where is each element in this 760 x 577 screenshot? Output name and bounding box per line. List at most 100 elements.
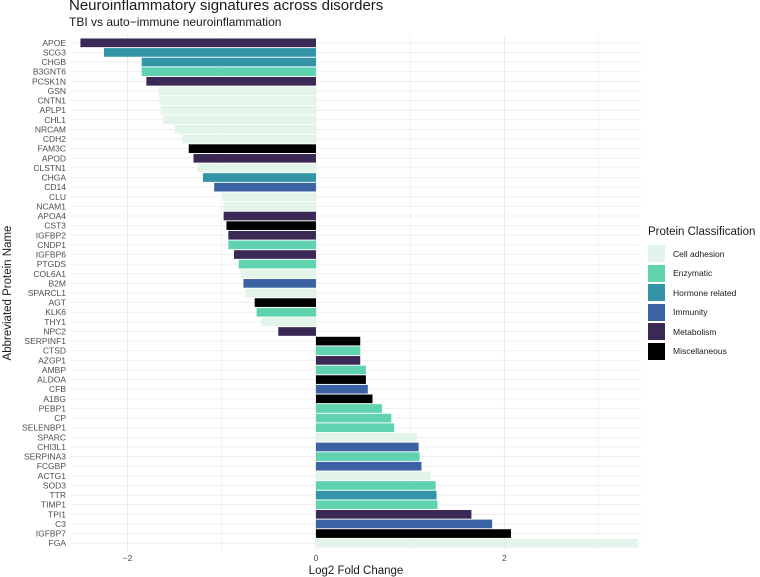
bar-ambp xyxy=(315,365,366,375)
category-label: AGT xyxy=(49,298,66,308)
category-labels: APOESCG3CHGBB3GNT6PCSK1NGSNCNTN1APLP1CHL… xyxy=(22,38,66,548)
category-label: APOE xyxy=(42,38,66,48)
category-label: CHGB xyxy=(41,57,66,67)
chart-subtitle: TBI vs auto−immune neuroinflammation xyxy=(69,15,282,29)
category-label: SCG3 xyxy=(43,47,66,57)
bar-cndp1 xyxy=(228,240,316,250)
legend-item: Hormone related xyxy=(648,283,755,303)
category-label: CNTN1 xyxy=(38,96,67,106)
category-label: SPARCL1 xyxy=(28,288,66,298)
category-label: KLK6 xyxy=(45,307,66,317)
category-label: IGFBP2 xyxy=(36,230,67,240)
category-label: SERPINA3 xyxy=(24,452,66,462)
bar-cp xyxy=(315,413,392,423)
bar-clstn1 xyxy=(197,163,316,173)
category-label: NRCAM xyxy=(35,124,66,134)
legend-swatch xyxy=(648,342,665,360)
legend-label: Hormone related xyxy=(673,287,737,298)
category-label: C3 xyxy=(55,519,66,529)
category-label: CLU xyxy=(49,192,66,202)
category-label: ACTG1 xyxy=(38,471,67,481)
legend: Protein Classification Cell adhesion Enzy… xyxy=(648,226,755,361)
category-label: CNDP1 xyxy=(37,240,66,250)
legend-item: Immunity xyxy=(648,303,755,323)
category-label: APOD xyxy=(42,153,66,163)
bar-b2m xyxy=(243,279,316,288)
bar-azgp1 xyxy=(315,356,361,365)
category-label: SELENBP1 xyxy=(22,423,66,433)
category-label: APOA4 xyxy=(38,211,67,221)
category-label: SERPINF1 xyxy=(24,336,66,346)
category-label: FAM3C xyxy=(38,144,66,154)
bar-pcsk1n xyxy=(146,76,316,86)
category-label: TIMP1 xyxy=(41,500,66,510)
chart-title: Neuroinflammatory signatures across diso… xyxy=(69,0,384,14)
bar-sparc xyxy=(315,433,417,442)
bar-cd14 xyxy=(214,182,316,192)
bar-fga xyxy=(315,538,639,548)
category-label: B3GNT6 xyxy=(33,67,66,77)
legend-label: Miscellaneous xyxy=(673,346,727,357)
bar-sparcl1 xyxy=(245,288,316,298)
category-label: CP xyxy=(54,413,66,423)
x-tick-label: 0 xyxy=(314,553,319,563)
bar-aplp1 xyxy=(160,105,316,115)
bar-ttr xyxy=(315,490,437,500)
bar-col6a1 xyxy=(240,269,316,279)
category-label: CLSTN1 xyxy=(33,163,66,173)
legend-swatch xyxy=(648,323,665,341)
bar-chi3l1 xyxy=(315,442,419,452)
legend-swatch xyxy=(648,245,665,263)
category-label: CHGA xyxy=(41,173,66,183)
legend-item: Enzymatic xyxy=(648,264,755,284)
legend-items: Cell adhesion Enzymatic Hormone related Imm… xyxy=(648,244,755,361)
bar-fam3c xyxy=(188,144,316,153)
category-label: B2M xyxy=(49,278,66,288)
bar-apoa4 xyxy=(223,211,316,221)
bar-thy1 xyxy=(261,317,316,327)
category-label: CTSD xyxy=(43,346,66,356)
bar-tpi1 xyxy=(315,509,472,519)
category-label: IGFBP6 xyxy=(36,250,67,260)
legend-item: Cell adhesion xyxy=(648,244,755,264)
category-label: AMBP xyxy=(42,365,66,375)
category-label: THY1 xyxy=(44,317,66,327)
category-label: CDH2 xyxy=(43,134,66,144)
y-axis-title: Abbreviated Protein Name xyxy=(2,226,14,361)
bar-cfb xyxy=(315,384,368,394)
category-label: APLP1 xyxy=(40,105,67,115)
bar-selenbp1 xyxy=(315,423,395,433)
category-label: TTR xyxy=(49,490,66,500)
legend-label: Enzymatic xyxy=(673,268,713,279)
bars xyxy=(80,38,639,548)
bar-c3 xyxy=(315,519,493,529)
legend-title: Protein Classification xyxy=(648,226,756,238)
bar-ptgds xyxy=(238,259,316,269)
category-label: SPARC xyxy=(37,432,66,442)
bar-chgb xyxy=(141,57,316,67)
category-label: PEBP1 xyxy=(39,403,67,413)
bar-serpina3 xyxy=(315,452,420,461)
bar-agt xyxy=(254,298,316,307)
category-label: CHI3L1 xyxy=(37,442,66,452)
bar-fcgbp xyxy=(315,461,422,471)
bar-gsn xyxy=(158,86,316,96)
bar-chart: APOESCG3CHGBB3GNT6PCSK1NGSNCNTN1APLP1CHL… xyxy=(2,35,641,577)
bar-pebp1 xyxy=(315,404,382,413)
legend-swatch xyxy=(648,303,665,321)
legend-swatch xyxy=(648,284,665,302)
legend-item: Metabolism xyxy=(648,322,755,342)
legend-label: Metabolism xyxy=(673,326,717,337)
bar-a1bg xyxy=(315,394,373,404)
bar-sod3 xyxy=(315,481,436,490)
bar-apoe xyxy=(80,38,316,48)
x-axis-title: Log2 Fold Change xyxy=(309,565,404,577)
category-label: PTGDS xyxy=(37,259,67,269)
x-tick-label: −2 xyxy=(123,553,133,563)
bar-cdh2 xyxy=(182,134,316,144)
legend-swatch xyxy=(648,264,665,282)
bar-cst3 xyxy=(226,221,316,230)
x-axis-ticks: −2 0 2 xyxy=(123,553,507,563)
bar-b3gnt6 xyxy=(141,67,316,77)
bar-chl1 xyxy=(163,115,316,125)
